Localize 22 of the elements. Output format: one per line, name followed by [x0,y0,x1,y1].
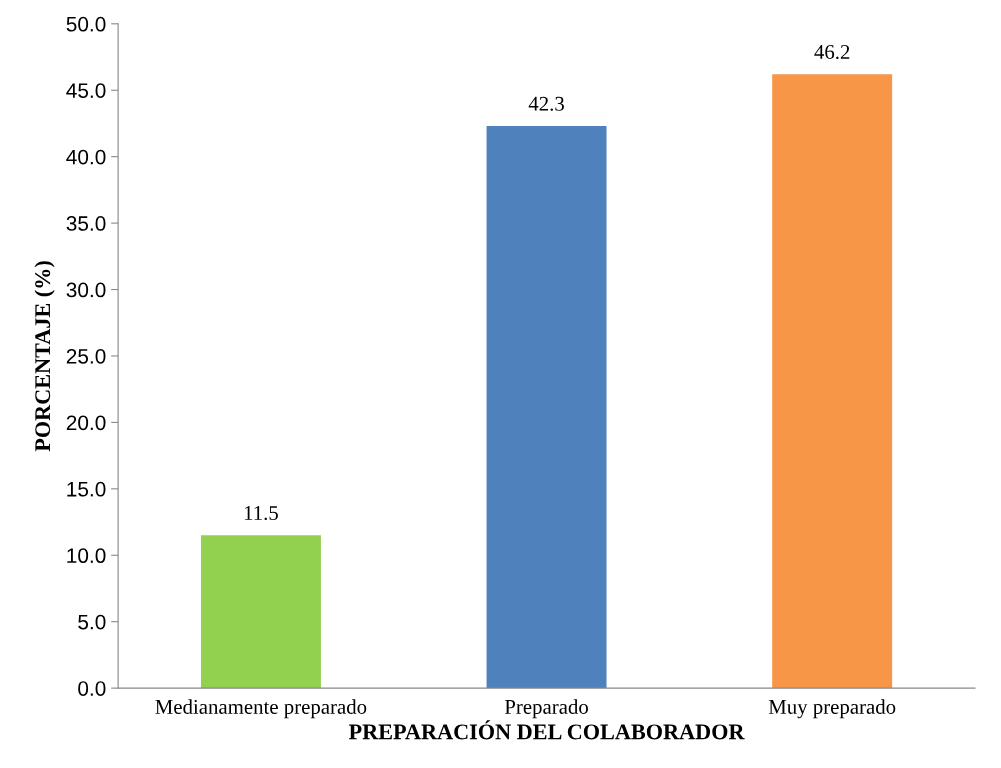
y-tick-label: 35.0 [66,216,106,231]
y-axis-title: PORCENTAJE (%) [34,261,55,452]
data-label: 42.3 [528,96,564,111]
y-tick-label: 30.0 [66,282,106,298]
y-tick-label: 25.0 [66,348,106,364]
y-tick-label: 40.0 [66,149,106,165]
x-axis-title: PREPARACIÓN DEL COLABORADOR [348,720,745,740]
y-tick-label: 10.0 [67,548,106,564]
data-label: 46.2 [814,44,850,60]
y-tick-label: 0.0 [78,681,106,696]
x-tick-label: Medianamente preparado [155,699,367,719]
data-label: 11.5 [244,506,278,521]
y-tick-label: 45.0 [66,83,106,98]
bar [772,74,893,689]
x-tick-label: Preparado [504,699,588,719]
y-tick-label: 15.0 [67,481,106,497]
bar [200,535,321,689]
y-tick-label: 20.0 [66,415,106,431]
y-tick-label: 50.0 [66,16,106,32]
y-tick-label: 5.0 [78,614,106,630]
bar [486,126,607,689]
x-tick-label: Muy preparado [768,699,896,719]
